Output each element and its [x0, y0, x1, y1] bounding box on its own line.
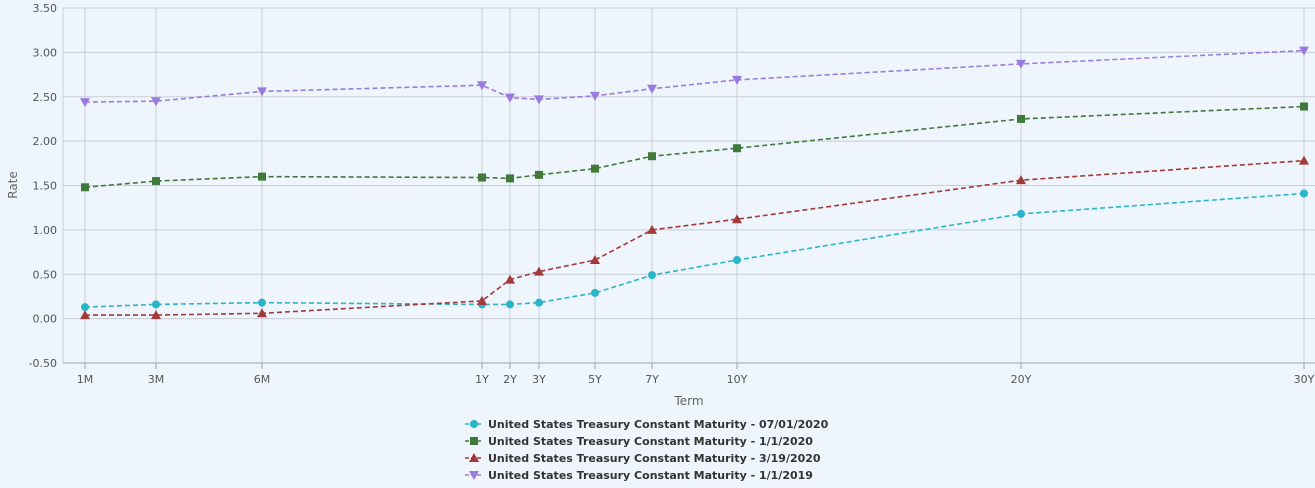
x-tick-label: 1Y	[475, 373, 489, 386]
data-point-triangle-down[interactable]	[1299, 46, 1309, 56]
data-point-triangle-down[interactable]	[590, 91, 600, 101]
data-point-triangle-down[interactable]	[257, 87, 267, 97]
x-tick-label: 5Y	[588, 373, 602, 386]
data-point-square	[470, 437, 478, 445]
data-point-triangle[interactable]	[1016, 175, 1026, 185]
y-tick-label: 3.50	[33, 2, 58, 15]
legend-item-4[interactable]: United States Treasury Constant Maturity…	[465, 469, 813, 482]
data-point-square[interactable]	[591, 164, 599, 173]
series-2	[81, 102, 1308, 192]
data-point-triangle[interactable]	[505, 274, 515, 284]
legend-label: United States Treasury Constant Maturity…	[488, 418, 829, 431]
legend-label: United States Treasury Constant Maturity…	[488, 452, 821, 465]
data-point-triangle[interactable]	[647, 224, 657, 234]
x-axis-title: Term	[673, 394, 703, 408]
series-layer	[80, 46, 1309, 320]
legend-label: United States Treasury Constant Maturity…	[488, 435, 813, 448]
data-point-square[interactable]	[258, 172, 266, 181]
data-point-circle[interactable]	[258, 298, 266, 307]
data-point-square[interactable]	[733, 144, 741, 153]
data-point-triangle-down	[469, 471, 479, 480]
x-tick-label: 3M	[148, 373, 165, 386]
legend-item-3[interactable]: United States Treasury Constant Maturity…	[465, 452, 821, 465]
data-point-triangle[interactable]	[590, 255, 600, 265]
data-point-square[interactable]	[152, 177, 160, 186]
legend[interactable]: United States Treasury Constant Maturity…	[465, 418, 829, 482]
x-tick-label: 1M	[77, 373, 94, 386]
data-point-circle[interactable]	[1017, 209, 1025, 218]
y-tick-label: 2.50	[33, 91, 58, 104]
data-point-square[interactable]	[648, 152, 656, 161]
x-tick-label: 30Y	[1294, 373, 1315, 386]
data-point-triangle-down[interactable]	[534, 95, 544, 105]
x-tick-label: 2Y	[503, 373, 517, 386]
data-point-square[interactable]	[1017, 114, 1025, 123]
data-point-triangle-down[interactable]	[477, 81, 487, 91]
series-line	[84, 192, 1305, 308]
data-point-circle[interactable]	[733, 256, 741, 265]
legend-item-1[interactable]: United States Treasury Constant Maturity…	[465, 418, 829, 431]
y-tick-label: 0.00	[33, 313, 58, 326]
data-point-circle[interactable]	[506, 300, 514, 309]
x-tick-label: 7Y	[645, 373, 659, 386]
data-point-triangle[interactable]	[477, 295, 487, 305]
series-line	[84, 105, 1305, 189]
series-3	[80, 155, 1309, 320]
data-point-circle[interactable]	[648, 271, 656, 280]
data-point-circle[interactable]	[1300, 189, 1308, 198]
y-tick-label: 2.00	[33, 135, 58, 148]
data-point-triangle[interactable]	[257, 308, 267, 318]
data-point-circle[interactable]	[81, 303, 89, 312]
y-axis-title: Rate	[6, 171, 20, 199]
series-1	[81, 189, 1308, 312]
series-4	[80, 46, 1309, 108]
data-point-triangle[interactable]	[732, 214, 742, 224]
data-point-triangle-down[interactable]	[1016, 59, 1026, 69]
data-point-triangle[interactable]	[534, 266, 544, 276]
data-point-square[interactable]	[1300, 102, 1308, 111]
series-line	[85, 159, 1305, 316]
data-point-triangle-down[interactable]	[647, 84, 657, 94]
x-tick-label: 6M	[254, 373, 271, 386]
x-tick-label: 10Y	[727, 373, 748, 386]
data-point-circle[interactable]	[535, 298, 543, 307]
series-line	[84, 49, 1305, 103]
data-point-triangle-down[interactable]	[732, 75, 742, 85]
legend-item-2[interactable]: United States Treasury Constant Maturity…	[465, 435, 813, 448]
data-point-circle[interactable]	[591, 288, 599, 297]
data-point-triangle	[469, 453, 479, 462]
x-tick-label: 3Y	[532, 373, 546, 386]
data-point-circle	[470, 420, 478, 428]
y-tick-label: 0.50	[33, 268, 58, 281]
data-point-triangle[interactable]	[151, 310, 161, 320]
data-point-triangle[interactable]	[1299, 155, 1309, 165]
y-tick-label: 3.00	[33, 46, 58, 59]
data-point-triangle-down[interactable]	[151, 97, 161, 107]
data-point-square[interactable]	[535, 170, 543, 179]
data-point-triangle-down[interactable]	[80, 98, 90, 108]
y-tick-label: -0.50	[29, 357, 57, 370]
data-point-triangle[interactable]	[80, 310, 90, 320]
y-tick-label: 1.00	[33, 224, 58, 237]
legend-label: United States Treasury Constant Maturity…	[488, 469, 813, 482]
data-point-square[interactable]	[478, 173, 486, 182]
axis-layer: -0.50 0.00 0.50 1.00 1.50 2.00 2.50 3.00 3.50 1M 3…	[29, 2, 1315, 386]
data-point-square[interactable]	[81, 183, 89, 192]
x-tick-label: 20Y	[1011, 373, 1032, 386]
y-tick-label: 1.50	[33, 180, 58, 193]
data-point-triangle-down[interactable]	[505, 93, 515, 103]
data-point-circle[interactable]	[152, 300, 160, 309]
grid-layer	[62, 7, 1315, 364]
data-point-square[interactable]	[506, 174, 514, 183]
